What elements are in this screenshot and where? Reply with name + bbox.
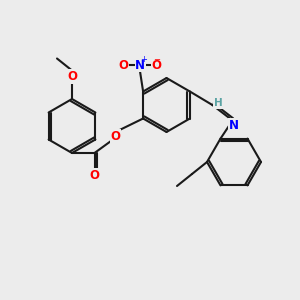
Text: N: N	[228, 119, 239, 132]
Text: O: O	[152, 59, 162, 72]
Text: −: −	[153, 55, 160, 64]
Text: O: O	[118, 59, 129, 72]
Text: O: O	[67, 70, 77, 83]
Text: +: +	[141, 55, 148, 64]
Text: O: O	[89, 169, 100, 182]
Text: O: O	[110, 130, 121, 143]
Text: H: H	[214, 98, 223, 109]
Text: N: N	[135, 59, 145, 72]
